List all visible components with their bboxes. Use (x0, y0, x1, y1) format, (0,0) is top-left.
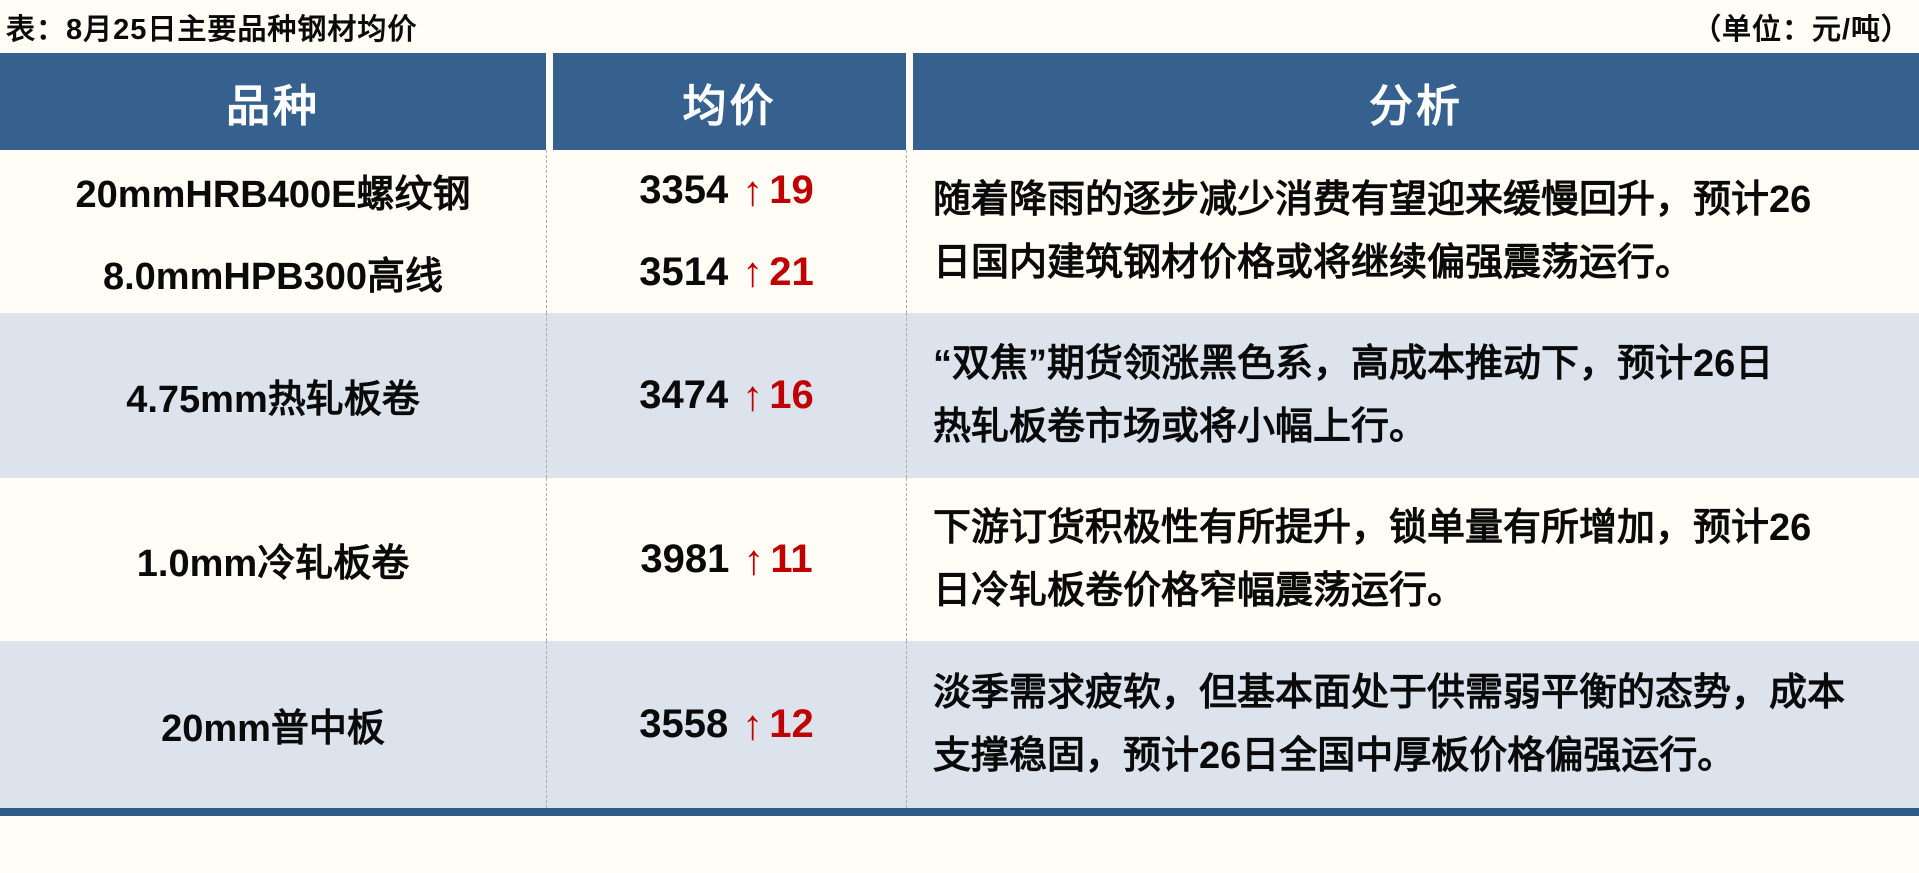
price-line: 3514 ↑ 21 (639, 250, 813, 295)
table-row-2-analysis-cell: “双焦”期货领涨黑色系，高成本推动下，预计26日 热轧板卷市场或将小幅上行。 (906, 313, 1919, 478)
unit-label: （单位：元/吨） (1691, 14, 1911, 46)
analysis-text-line: 淡季需求疲软，但基本面处于供需弱平衡的态势，成本 (933, 671, 1846, 714)
price-value: 3474 (639, 373, 729, 417)
variety-name: 20mm普中板 (161, 708, 385, 750)
table-row-3-variety-cell: 1.0mm冷轧板卷 (0, 478, 546, 641)
up-arrow-icon: ↑ (743, 535, 765, 583)
table-row-3-analysis-cell: 下游订货积极性有所提升，锁单量有所增加，预计26 日冷轧板卷价格窄幅震荡运行。 (906, 478, 1919, 641)
table-row-1-variety-cell: 20mmHRB400E螺纹钢 8.0mmHPB300高线 (0, 150, 546, 313)
table-row-2-price-cell: 3474 ↑ 16 (546, 313, 906, 478)
analysis-text-line: 日国内建筑钢材价格或将继续偏强震荡运行。 (933, 241, 1694, 284)
analysis-text-line: 日冷轧板卷价格窄幅震荡运行。 (933, 569, 1466, 612)
price-value: 3514 (639, 249, 729, 294)
variety-name: 20mmHRB400E螺纹钢 (75, 174, 471, 217)
table-row-2-variety-cell: 4.75mm热轧板卷 (0, 313, 546, 478)
analysis-text-line: 热轧板卷市场或将小幅上行。 (933, 405, 1428, 448)
variety-name: 8.0mmHPB300高线 (102, 255, 444, 298)
analysis-text-line: “双焦”期货领涨黑色系，高成本推动下，预计26日 (933, 342, 1774, 385)
price-change: 16 (769, 373, 814, 417)
up-arrow-icon: ↑ (742, 371, 764, 419)
table-row-4-analysis-cell: 淡季需求疲软，但基本面处于供需弱平衡的态势，成本 支撑稳固，预计26日全国中厚板… (906, 641, 1919, 808)
table-row-4-variety-cell: 20mm普中板 (0, 641, 546, 808)
price-line: 3558 ↑ 12 (639, 702, 813, 747)
variety-name: 1.0mm冷轧板卷 (136, 543, 410, 585)
price-value: 3558 (639, 702, 729, 746)
price-line: 3981 ↑ 11 (640, 537, 812, 582)
table-row-1-price-cell: 3354 ↑ 19 3514 ↑ 21 (546, 150, 906, 313)
variety-name: 4.75mm热轧板卷 (126, 379, 420, 421)
table-row-4-price-cell: 3558 ↑ 12 (546, 641, 906, 808)
page-title: 表：8月25日主要品种钢材均价 (6, 14, 418, 46)
table-row-3-price-cell: 3981 ↑ 11 (546, 478, 906, 641)
steel-price-table: 品种 均价 分析 20mmHRB400E螺纹钢 8.0mmHPB300高线 33… (0, 53, 1919, 816)
price-value: 3981 (640, 537, 730, 581)
price-value: 3354 (639, 168, 729, 213)
up-arrow-icon: ↑ (742, 248, 764, 296)
price-change: 21 (769, 249, 814, 294)
analysis-text-line: 支撑稳固，预计26日全国中厚板价格偏强运行。 (933, 734, 1736, 777)
title-bar: 表：8月25日主要品种钢材均价 （单位：元/吨） (0, 0, 1919, 53)
price-change: 11 (770, 537, 813, 581)
table-row-1-analysis-cell: 随着降雨的逐步减少消费有望迎来缓慢回升，预计26 日国内建筑钢材价格或将继续偏强… (906, 150, 1919, 313)
price-change: 19 (769, 168, 814, 213)
header-cell-price: 均价 (546, 53, 906, 150)
header-cell-analysis: 分析 (906, 53, 1919, 150)
analysis-text-line: 下游订货积极性有所提升，锁单量有所增加，预计26 (933, 506, 1812, 549)
price-line: 3354 ↑ 19 (639, 168, 813, 213)
up-arrow-icon: ↑ (742, 700, 764, 748)
price-line: 3474 ↑ 16 (639, 373, 813, 418)
price-change: 12 (769, 702, 814, 746)
header-cell-variety: 品种 (0, 53, 546, 150)
analysis-text-line: 随着降雨的逐步减少消费有望迎来缓慢回升，预计26 (933, 178, 1812, 221)
up-arrow-icon: ↑ (742, 166, 764, 214)
